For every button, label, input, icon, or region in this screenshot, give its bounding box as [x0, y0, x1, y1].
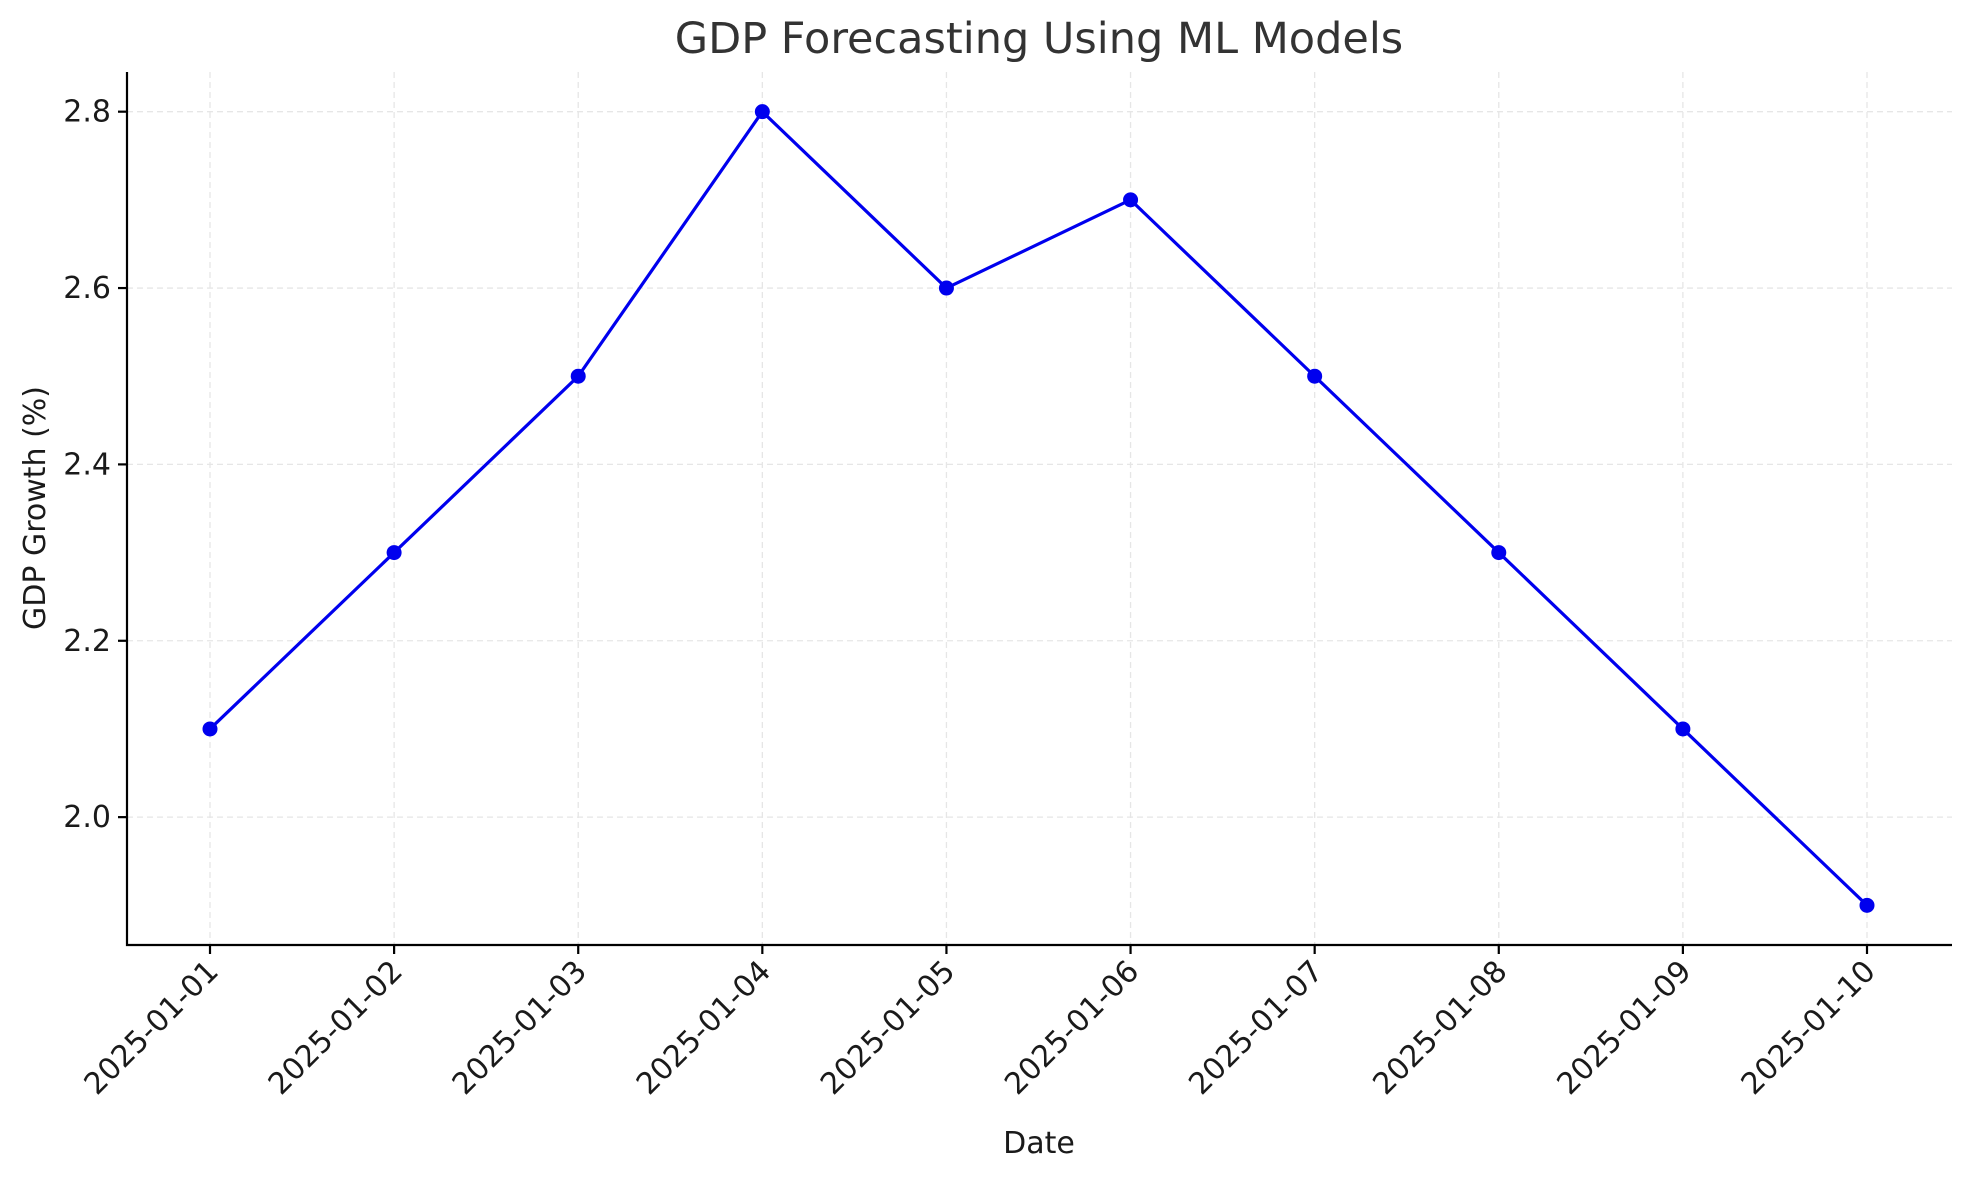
data-point — [1491, 545, 1507, 561]
x-tick-label: 2025-01-10 — [1735, 954, 1883, 1102]
data-point — [1123, 192, 1139, 208]
chart-title: GDP Forecasting Using ML Models — [675, 14, 1403, 64]
y-axis-label: GDP Growth (%) — [18, 386, 53, 630]
data-point — [754, 104, 770, 120]
data-point — [938, 280, 954, 296]
x-tick-label: 2025-01-07 — [1182, 954, 1330, 1102]
ticks: 2025-01-01 2025-01-02 2025-01-03 2025-01-04… — [63, 95, 1882, 1102]
x-axis-label: Date — [1003, 1126, 1075, 1161]
y-tick-label: 2.6 — [63, 271, 111, 306]
y-tick-label: 2.0 — [63, 800, 111, 835]
x-tick-label: 2025-01-08 — [1366, 954, 1514, 1102]
y-tick-label: 2.4 — [63, 447, 111, 482]
y-tick-label: 2.8 — [63, 95, 111, 130]
x-tick-label: 2025-01-05 — [814, 954, 962, 1102]
x-tick-label: 2025-01-06 — [998, 954, 1146, 1102]
data-point — [1859, 897, 1875, 913]
y-tick-label: 2.2 — [63, 624, 111, 659]
axes — [125, 72, 1952, 947]
axis-frame — [125, 72, 1952, 947]
grid — [127, 72, 1952, 945]
x-tick-label: 2025-01-03 — [446, 954, 594, 1102]
data-point — [202, 721, 218, 737]
data-point — [570, 368, 586, 384]
x-tick-label: 2025-01-04 — [630, 954, 778, 1102]
data-point — [386, 545, 402, 561]
series-line — [208, 110, 1869, 907]
data-point — [1307, 368, 1323, 384]
series — [202, 104, 1875, 913]
data-point — [1675, 721, 1691, 737]
x-tick-label: 2025-01-01 — [78, 954, 226, 1102]
x-tick-label: 2025-01-02 — [262, 954, 410, 1102]
x-tick-label: 2025-01-09 — [1551, 954, 1699, 1102]
